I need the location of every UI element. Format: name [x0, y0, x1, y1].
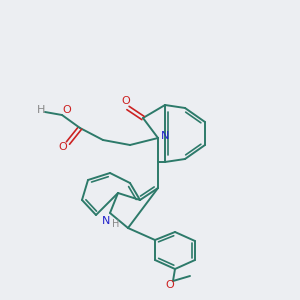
Text: H: H: [112, 219, 120, 229]
Text: H: H: [37, 105, 45, 115]
Text: O: O: [122, 96, 130, 106]
Text: O: O: [166, 280, 174, 290]
Text: N: N: [102, 216, 110, 226]
Text: O: O: [63, 105, 71, 115]
Text: O: O: [58, 142, 68, 152]
Text: N: N: [161, 131, 169, 141]
